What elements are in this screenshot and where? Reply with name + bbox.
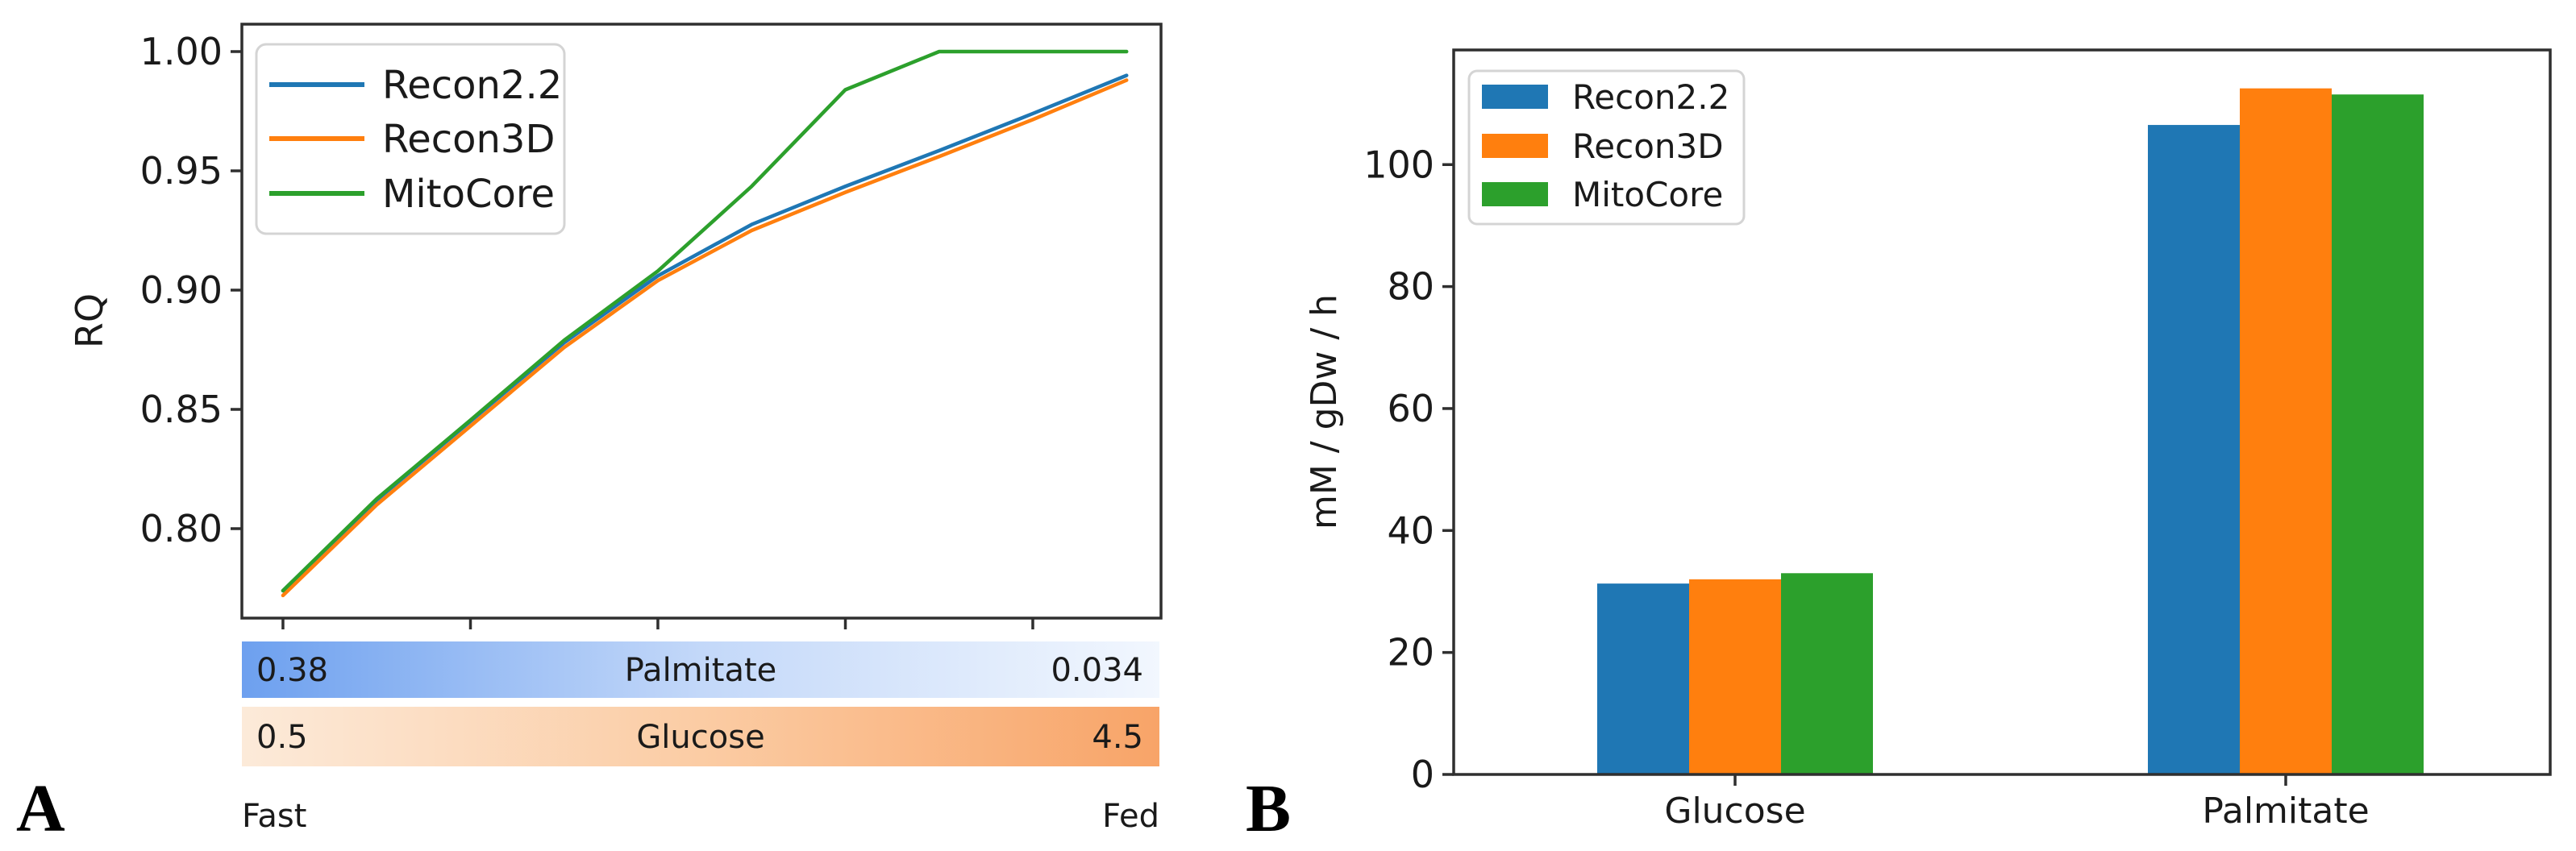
y-axis-tick-label: 0 <box>1411 753 1434 796</box>
legend-label: Recon2.2 <box>382 63 562 108</box>
rq-line-chart: 1.00 0.95 0.90 0.85 0.80 RQ Recon2.2 Recon3D Mit… <box>68 23 1163 835</box>
y-axis-label: mM / gDw / h <box>1304 294 1345 529</box>
flux-bar-chart: 0 20 40 60 80 100 Glucose Palmitate mM / gDw / h… <box>1304 48 2552 832</box>
condition-name: Palmitate <box>625 652 777 689</box>
panel-b-label: B <box>1246 771 1292 846</box>
y-axis-tick-label: 20 <box>1387 631 1434 675</box>
legend-label: MitoCore <box>382 172 555 217</box>
condition-right-value: 4.5 <box>1092 719 1143 756</box>
y-axis-tick-label: 0.90 <box>140 268 223 312</box>
x-category-label: Palmitate <box>2202 791 2369 832</box>
x-end-label-fast: Fast <box>242 798 306 835</box>
bar-recon3d-glucose <box>1689 579 1781 774</box>
bar-recon2.2-palmitate <box>2148 125 2240 774</box>
panel-a-label: A <box>16 771 65 846</box>
legend-color-patch <box>1482 134 1548 158</box>
panel-b-bar-chart: 0 20 40 60 80 100 Glucose Palmitate mM / gDw / h… <box>1290 0 2576 851</box>
panel-a-line-chart: 1.00 0.95 0.90 0.85 0.80 RQ Recon2.2 Recon3D Mit… <box>68 23 1163 835</box>
bar-mitocore-palmitate <box>2332 94 2424 774</box>
y-axis-tick-label: 0.95 <box>140 149 223 193</box>
series-line-mitocore <box>281 49 1129 593</box>
y-axis-tick-label: 60 <box>1387 387 1434 430</box>
legend-label: MitoCore <box>1572 175 1723 214</box>
y-axis-tick-label: 0.80 <box>140 507 223 550</box>
x-end-label-fed: Fed <box>1102 798 1159 835</box>
y-axis-tick-label: 1.00 <box>140 30 223 73</box>
plot-frame <box>1452 48 2552 776</box>
legend-label: Recon2.2 <box>1572 77 1729 117</box>
y-axis-tick-label: 80 <box>1387 265 1434 309</box>
bar-recon3d-palmitate <box>2240 88 2332 774</box>
series-line-recon3d <box>281 78 1129 598</box>
condition-right-value: 0.034 <box>1051 652 1143 689</box>
legend-color-patch <box>1482 182 1548 206</box>
legend-label: Recon3D <box>382 117 555 162</box>
x-category-label: Glucose <box>1664 791 1805 832</box>
y-axis-label: RQ <box>68 293 111 348</box>
condition-gradient-bar-glucose <box>242 707 1159 766</box>
legend-color-patch <box>1482 85 1548 109</box>
bar-recon2.2-glucose <box>1597 583 1689 774</box>
legend-label: Recon3D <box>1572 127 1724 166</box>
y-axis-tick-label: 0.85 <box>140 388 223 431</box>
condition-left-value: 0.38 <box>256 652 328 689</box>
condition-name: Glucose <box>636 719 764 756</box>
condition-gradient-bar-palmitate <box>242 641 1159 698</box>
y-axis-tick-label: 100 <box>1363 143 1434 186</box>
bar-mitocore-glucose <box>1781 573 1873 774</box>
legend-box <box>255 43 566 235</box>
condition-left-value: 0.5 <box>256 719 308 756</box>
y-axis-tick-label: 40 <box>1387 509 1434 552</box>
